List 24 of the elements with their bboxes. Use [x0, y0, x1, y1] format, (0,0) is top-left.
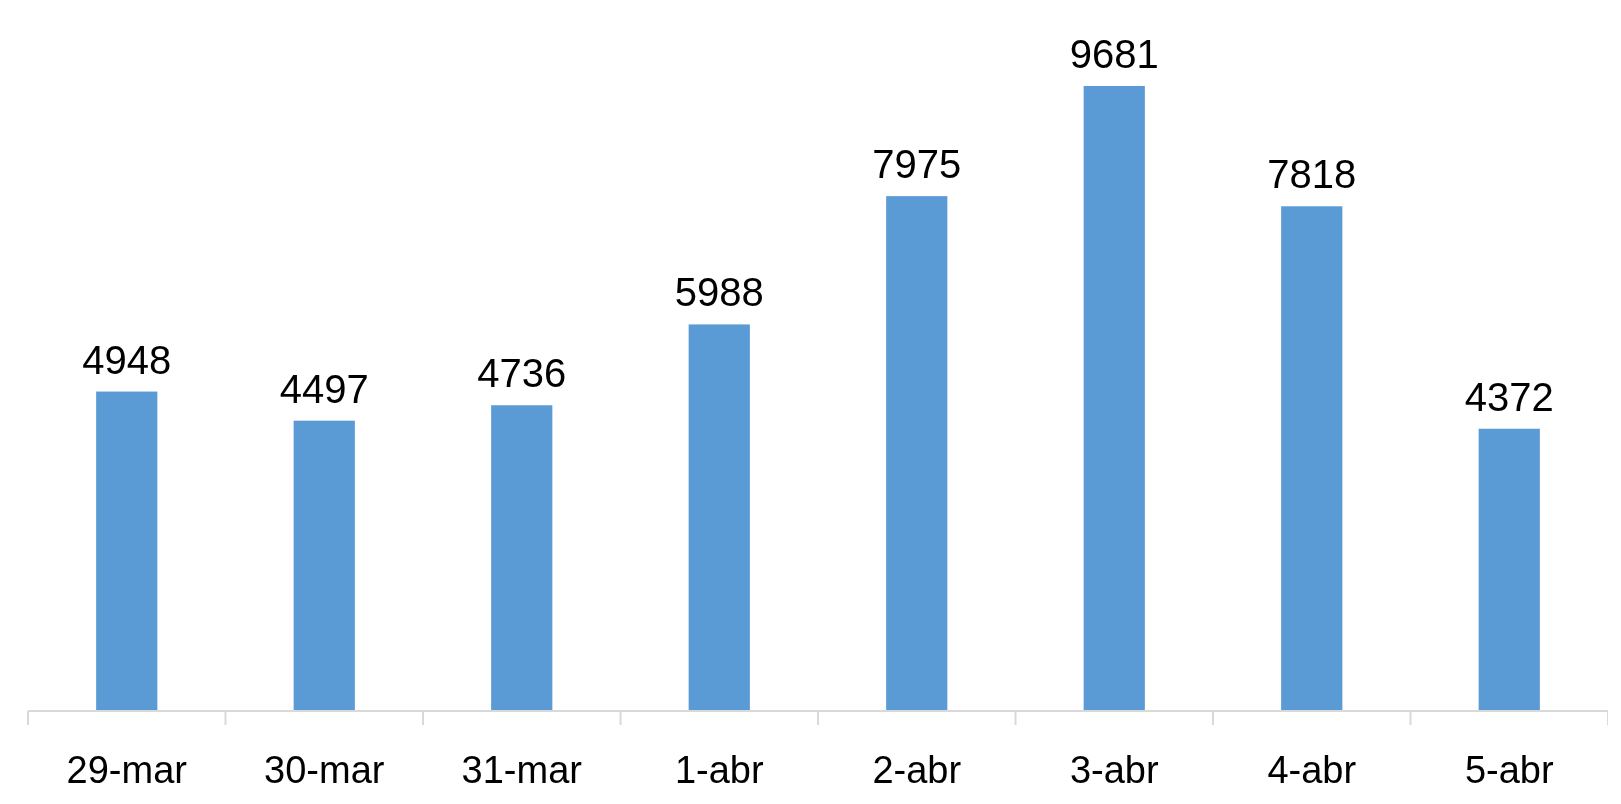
bar	[1478, 428, 1540, 711]
bar	[96, 391, 158, 711]
data-label: 4497	[279, 366, 369, 411]
bar	[1083, 86, 1145, 711]
bar	[491, 405, 553, 711]
data-label: 4948	[82, 337, 172, 382]
bar	[1281, 206, 1343, 711]
data-label: 9681	[1069, 32, 1159, 76]
data-label: 7975	[872, 142, 962, 187]
x-tick-label: 4-abr	[1267, 749, 1357, 791]
x-tick-label: 5-abr	[1464, 749, 1554, 791]
x-tick-label: 29-mar	[66, 749, 188, 791]
bar	[293, 420, 355, 711]
data-label: 7818	[1267, 152, 1357, 197]
x-tick-label: 31-mar	[461, 749, 583, 791]
x-tick-label: 3-abr	[1069, 749, 1159, 791]
data-label: 5988	[674, 270, 764, 315]
bar	[886, 196, 948, 711]
x-tick-label: 30-mar	[264, 749, 385, 791]
data-label: 4372	[1464, 374, 1554, 419]
bar	[688, 324, 750, 711]
x-tick-label: 1-abr	[674, 749, 764, 791]
data-label: 4736	[477, 351, 567, 396]
x-tick-label: 2-abr	[872, 749, 962, 791]
